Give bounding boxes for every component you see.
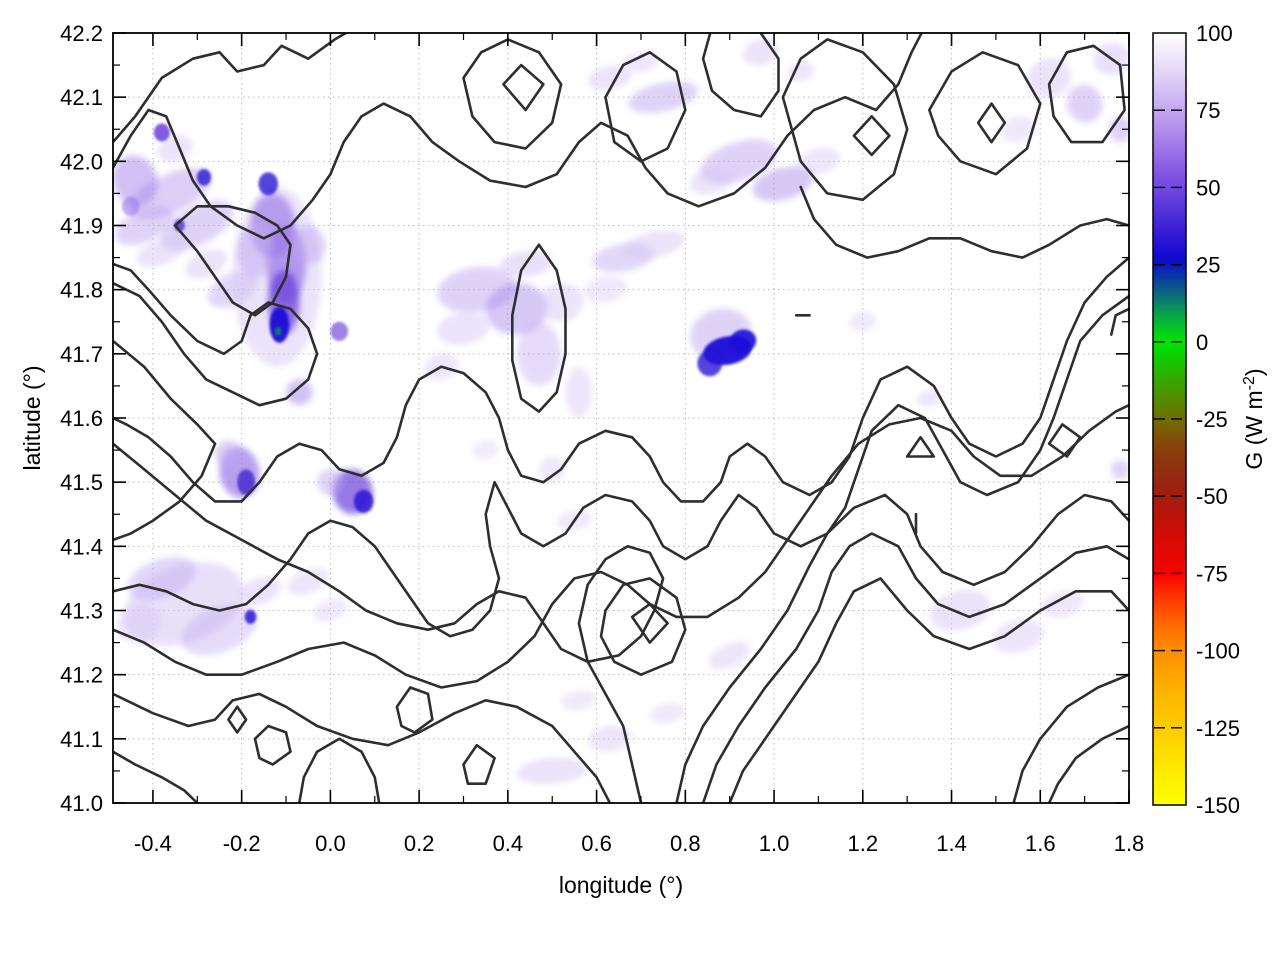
y-tick-label: 41.6 <box>60 406 103 431</box>
colorbar-tick-label: -150 <box>1196 793 1240 818</box>
y-tick-label: 41.4 <box>60 534 103 559</box>
y-tick-label: 41.9 <box>60 214 103 239</box>
x-tick-labels: -0.4 -0.2 0.0 0.2 0.4 0.6 0.8 1.0 1.2 1.4 1.6 1.8 <box>134 831 1144 856</box>
colorbar-tick-label: -75 <box>1196 561 1228 586</box>
y-tick-label: 42.1 <box>60 85 103 110</box>
x-tick-label: 1.8 <box>1114 831 1145 856</box>
colorbar-tick-label: -25 <box>1196 407 1228 432</box>
x-axis-title: longitude (°) <box>559 872 683 898</box>
heatmap-patches <box>113 39 1129 785</box>
y-tick-label: 42.0 <box>60 149 103 174</box>
colorbar-title: G (W m-2) <box>1241 368 1267 469</box>
x-tick-label: 0.2 <box>404 831 435 856</box>
y-tick-label: 41.1 <box>60 727 103 752</box>
contour-lines <box>113 33 1129 803</box>
y-tick-label: 41.3 <box>60 599 103 624</box>
colorbar-tick-label: 50 <box>1196 175 1220 200</box>
colorbar-tick-label: -100 <box>1196 639 1240 664</box>
x-tick-label: 0.0 <box>315 831 346 856</box>
colorbar-tick-label: -50 <box>1196 484 1228 509</box>
y-tick-label: 41.0 <box>60 791 103 816</box>
axis-ticks <box>113 32 1130 804</box>
y-tick-label: 41.8 <box>60 278 103 303</box>
colorbar-tick-label: 100 <box>1196 21 1233 46</box>
y-axis-title: latitude (°) <box>19 365 45 470</box>
colorbar-tick-label: 0 <box>1196 330 1208 355</box>
y-tick-label: 41.7 <box>60 342 103 367</box>
y-tick-label: 41.2 <box>60 663 103 688</box>
x-tick-label: 1.4 <box>936 831 967 856</box>
colorbar-ticks <box>1154 109 1182 729</box>
x-tick-label: 0.8 <box>670 831 701 856</box>
x-tick-label: 0.4 <box>493 831 524 856</box>
x-tick-label: -0.4 <box>134 831 172 856</box>
colorbar-tick-labels: 100 75 50 25 0 -25 -50 -75 -100 -125 -150 <box>1196 21 1240 818</box>
colorbar-tick-label: -125 <box>1196 716 1240 741</box>
x-tick-label: 1.6 <box>1025 831 1056 856</box>
y-tick-labels: 41.0 41.1 41.2 41.3 41.4 41.5 41.6 41.7 41.8 41.9… <box>60 21 103 816</box>
colorbar-tick-label: 25 <box>1196 253 1220 278</box>
x-tick-label: 1.2 <box>848 831 879 856</box>
x-tick-label: -0.2 <box>223 831 261 856</box>
x-tick-label: 1.0 <box>759 831 790 856</box>
colorbar-tick-label: 75 <box>1196 98 1220 123</box>
x-tick-label: 0.6 <box>581 831 612 856</box>
y-tick-label: 41.5 <box>60 470 103 495</box>
y-tick-label: 42.2 <box>60 21 103 46</box>
